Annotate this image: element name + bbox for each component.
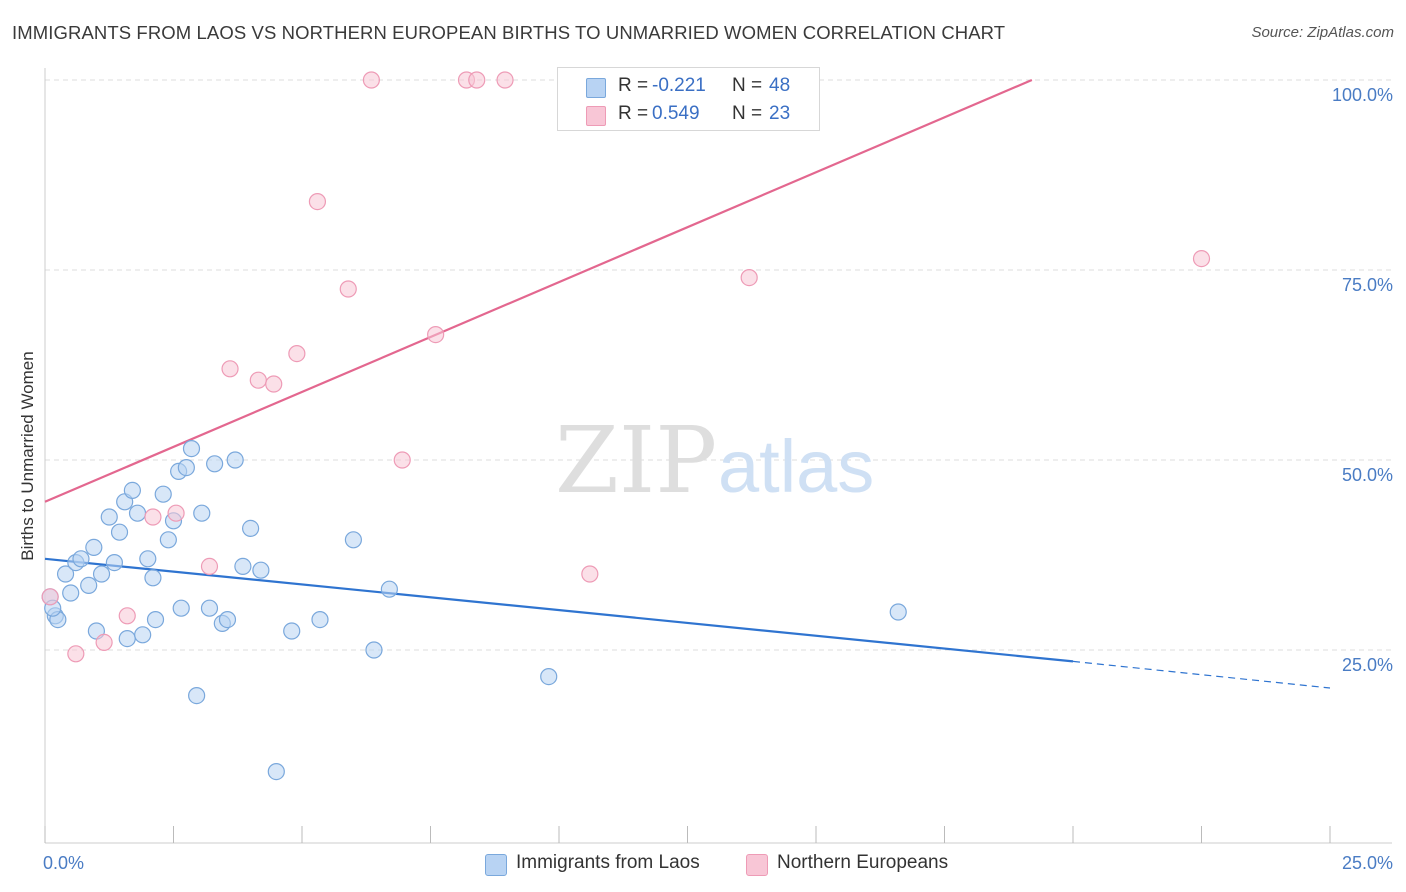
laos-point[interactable]	[118, 629, 136, 648]
northern-europeans-point[interactable]	[221, 360, 239, 378]
legend-label-laos: Immigrants from Laos	[516, 852, 700, 873]
chart-title: IMMIGRANTS FROM LAOS VS NORTHERN EUROPEA…	[12, 22, 1006, 43]
laos-point[interactable]	[283, 622, 301, 640]
laos-point[interactable]	[110, 523, 129, 541]
northern-europeans-point[interactable]	[427, 326, 445, 344]
laos-point[interactable]	[889, 603, 907, 621]
northern-europeans-point[interactable]	[200, 557, 219, 576]
laos-point[interactable]	[56, 565, 75, 583]
northern-europeans-point[interactable]	[167, 504, 185, 522]
legend-n-label: N =	[732, 103, 763, 124]
northern-europeans-point[interactable]	[118, 607, 136, 625]
northern-europeans-trend-line	[44, 78, 1033, 503]
legend-swatch-blue	[586, 78, 606, 98]
laos-point[interactable]	[146, 610, 165, 629]
y-tick-label: 25.0%	[1342, 655, 1393, 675]
tick-labels: 25.0% 50.0% 75.0% 100.0% 0.0% 25.0%	[43, 85, 1393, 873]
legend-row-laos: R = -0.221 N = 48	[558, 72, 819, 102]
legend-n-value: 48	[769, 75, 791, 96]
laos-point[interactable]	[226, 451, 244, 469]
northern-europeans-point[interactable]	[496, 71, 514, 89]
northern-europeans-point[interactable]	[265, 375, 283, 393]
northern-europeans-point[interactable]	[41, 588, 59, 606]
legend-n-value: 23	[769, 103, 791, 124]
laos-point[interactable]	[80, 576, 98, 595]
laos-point[interactable]	[242, 519, 260, 538]
laos-point[interactable]	[234, 557, 252, 576]
laos-point[interactable]	[62, 584, 80, 602]
laos-point[interactable]	[144, 569, 162, 587]
laos-point[interactable]	[85, 538, 103, 557]
laos-point[interactable]	[92, 565, 111, 583]
northern-europeans-point[interactable]	[308, 193, 327, 211]
laos-point[interactable]	[134, 626, 152, 644]
laos-point[interactable]	[123, 481, 141, 499]
laos-point[interactable]	[72, 550, 90, 568]
laos-point[interactable]	[252, 561, 270, 579]
y-tick-label: 100.0%	[1332, 85, 1393, 105]
northern-europeans-point[interactable]	[67, 645, 85, 663]
legend-r-value: 0.549	[652, 103, 700, 124]
legend-r-value: -0.221	[652, 75, 706, 96]
watermark-zip: ZIP	[555, 407, 717, 514]
legend-row-northern-europeans: R = 0.549 N = 23	[558, 100, 819, 130]
laos-point[interactable]	[159, 531, 177, 549]
laos-point[interactable]	[365, 641, 383, 659]
legend-r-label: R =	[618, 103, 649, 124]
x-tick-label: 25.0%	[1342, 853, 1393, 873]
laos-point[interactable]	[200, 599, 219, 617]
northern-europeans-point[interactable]	[249, 371, 267, 389]
laos-trend-line	[44, 557, 1074, 663]
correlation-legend: R = -0.221 N = 48 R = 0.549 N = 23	[557, 67, 820, 131]
northern-europeans-point[interactable]	[362, 71, 380, 89]
laos-point[interactable]	[139, 550, 157, 568]
y-tick-label: 75.0%	[1342, 275, 1393, 295]
legend-swatch-pink	[586, 106, 606, 126]
laos-point[interactable]	[311, 610, 329, 629]
northern-europeans-point[interactable]	[740, 269, 758, 287]
laos-point[interactable]	[540, 667, 558, 686]
laos-point[interactable]	[182, 440, 201, 458]
northern-europeans-point[interactable]	[339, 280, 357, 298]
series-legend: Immigrants from Laos Northern Europeans	[0, 852, 1406, 878]
laos-point[interactable]	[128, 504, 147, 522]
northern-europeans-point[interactable]	[581, 565, 599, 583]
legend-r-label: R =	[618, 75, 649, 96]
legend-swatch-pink	[746, 854, 768, 876]
northern-europeans-point[interactable]	[95, 633, 113, 652]
northern-europeans-point[interactable]	[393, 451, 411, 469]
laos-point[interactable]	[218, 610, 237, 629]
laos-point[interactable]	[177, 459, 195, 477]
legend-swatch-blue	[485, 854, 507, 876]
source-label: Source: ZipAtlas.com	[1251, 24, 1394, 41]
trend-lines	[44, 78, 1331, 689]
laos-point[interactable]	[206, 455, 224, 473]
northern-europeans-point[interactable]	[1192, 250, 1211, 268]
northern-europeans-point[interactable]	[144, 508, 162, 526]
y-tick-label: 50.0%	[1342, 465, 1393, 485]
laos-point[interactable]	[193, 504, 211, 522]
laos-point[interactable]	[154, 485, 172, 503]
laos-point[interactable]	[380, 580, 398, 598]
axes	[44, 68, 1392, 844]
northern-europeans-point[interactable]	[288, 345, 306, 363]
laos-point[interactable]	[188, 686, 206, 705]
legend-n-label: N =	[732, 75, 763, 96]
laos-point[interactable]	[100, 508, 118, 526]
laos-point[interactable]	[105, 553, 123, 572]
laos-trend-extrapolation	[1072, 660, 1331, 689]
watermark-atlas: atlas	[718, 425, 874, 508]
data-points	[41, 71, 1211, 781]
laos-point[interactable]	[267, 762, 285, 781]
laos-point[interactable]	[344, 531, 362, 549]
legend-label-northern-europeans: Northern Europeans	[777, 852, 949, 873]
x-tick-label: 0.0%	[43, 853, 84, 873]
northern-europeans-point[interactable]	[468, 71, 486, 89]
laos-point[interactable]	[172, 599, 190, 617]
watermark: ZIP atlas	[555, 407, 874, 514]
